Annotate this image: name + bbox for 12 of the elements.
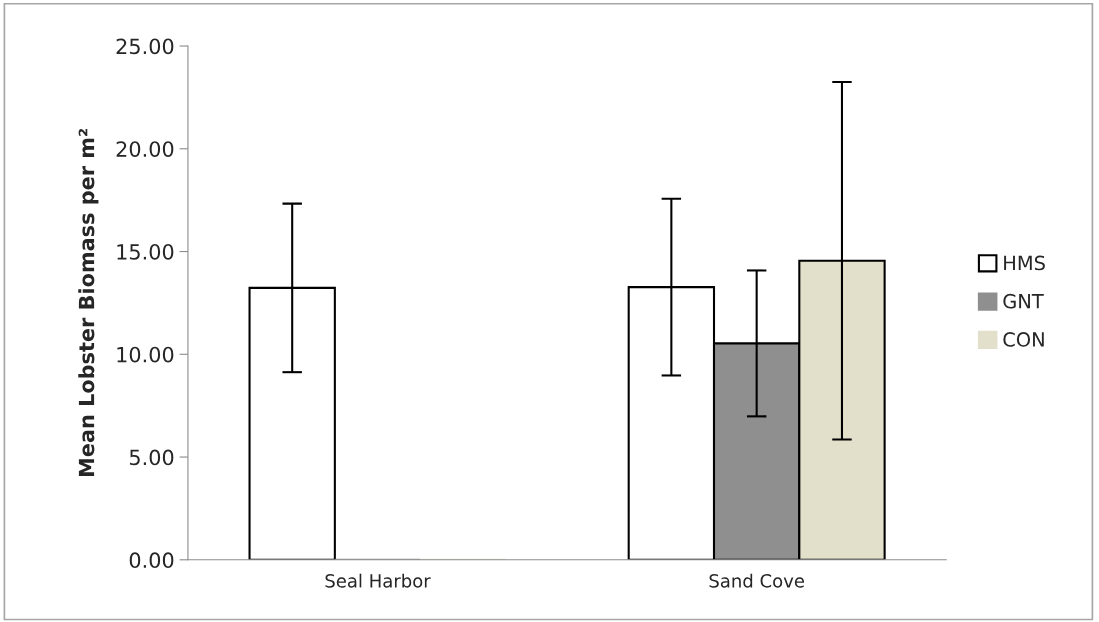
y-tick-label: 15.00	[117, 243, 174, 260]
legend-label: HMS	[1004, 255, 1045, 271]
y-tick-label: 25.00	[116, 38, 174, 55]
y-tick-label: 10.00	[117, 346, 174, 363]
x-tick-label: Sand Cove	[709, 573, 805, 588]
y-tick-label: 0.00	[129, 552, 174, 569]
x-tick-label: Seal Harbor	[325, 573, 431, 588]
y-axis-title: Mean Lobster Biomass per m²	[78, 129, 99, 477]
y-tick-label: 20.00	[116, 141, 174, 157]
y-tick-label: 5.00	[129, 449, 174, 466]
legend-label: GNT	[1003, 293, 1044, 309]
legend-label: CON	[1003, 332, 1044, 347]
